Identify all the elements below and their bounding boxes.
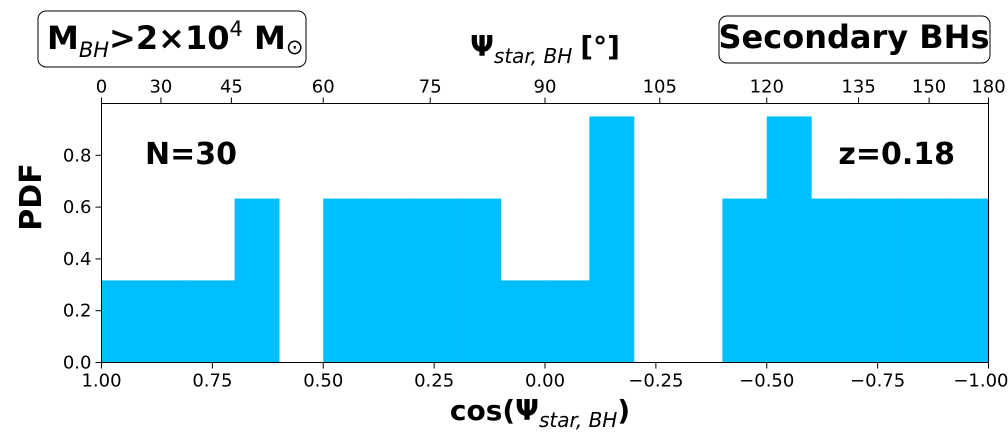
top-tick-label: 180 — [971, 77, 1005, 98]
bottom-tick-label: 0.25 — [414, 371, 454, 392]
y-axis-title: PDF — [14, 163, 49, 230]
histogram-bar — [367, 198, 413, 363]
histogram-bar — [323, 198, 369, 363]
top-tick-label: 135 — [841, 77, 875, 98]
redshift-label: z=0.18 — [838, 137, 955, 172]
histogram-bar — [545, 280, 590, 363]
histogram-bar — [722, 198, 768, 363]
bottom-tick-label: 0.50 — [303, 371, 343, 392]
bottom-tick-label: 0.00 — [525, 371, 565, 392]
population-box: Secondary BHs — [718, 15, 991, 64]
top-tick-label: 30 — [149, 77, 172, 98]
x-axis-title: cos(Ψstar, BH) — [450, 394, 630, 432]
left-tick-label: 0.0 — [63, 353, 92, 374]
histogram-bars — [101, 116, 990, 363]
histogram-bar — [899, 198, 945, 363]
mass-cut-label: MBH>2×104 M⊙ — [47, 17, 303, 62]
bottom-tick-label: −0.50 — [739, 371, 794, 392]
left-axis-ticks: 0.0 0.2 0.4 0.6 0.8 — [63, 145, 102, 374]
top-tick-label: 90 — [534, 77, 557, 98]
bottom-axis-ticks: 1.00 0.75 0.50 0.25 0.00 −0.25 −0.50 −0.75 −1.00 — [81, 362, 1008, 392]
bottom-tick-label: −0.25 — [628, 371, 683, 392]
population-label: Secondary BHs — [719, 18, 990, 56]
top-axis-ticks: 0 30 45 60 75 90 105 120 135 150 180 — [96, 77, 1006, 104]
histogram-bar — [766, 116, 812, 363]
left-tick-label: 0.6 — [63, 197, 92, 218]
histogram-bar — [855, 198, 901, 363]
top-tick-label: 75 — [419, 77, 442, 98]
histogram-bar — [190, 280, 236, 363]
bottom-tick-label: −1.00 — [953, 371, 1008, 392]
bottom-tick-label: 0.75 — [192, 371, 232, 392]
mass-cut-box: MBH>2×104 M⊙ — [37, 10, 307, 68]
histogram-bar — [811, 198, 857, 363]
top-tick-label: 105 — [643, 77, 677, 98]
histogram-bar — [944, 198, 990, 363]
histogram-bar — [589, 116, 635, 363]
bottom-tick-label: 1.00 — [81, 371, 121, 392]
histogram-bar — [101, 280, 191, 363]
top-tick-label: 60 — [312, 77, 335, 98]
top-tick-label: 150 — [912, 77, 946, 98]
left-tick-label: 0.8 — [63, 145, 92, 166]
top-tick-label: 0 — [96, 77, 107, 98]
top-tick-label: 120 — [750, 77, 784, 98]
left-tick-label: 0.2 — [63, 301, 92, 322]
histogram-bar — [456, 198, 502, 363]
histogram-bar — [411, 198, 457, 363]
top-tick-label: 45 — [220, 77, 243, 98]
bottom-tick-label: −0.75 — [850, 371, 905, 392]
histogram-bar — [234, 198, 280, 363]
sample-count-label: N=30 — [145, 137, 237, 172]
histogram-bar — [500, 280, 546, 363]
top-axis-title: Ψstar, BH [°] — [470, 30, 620, 68]
left-tick-label: 0.4 — [63, 249, 92, 270]
